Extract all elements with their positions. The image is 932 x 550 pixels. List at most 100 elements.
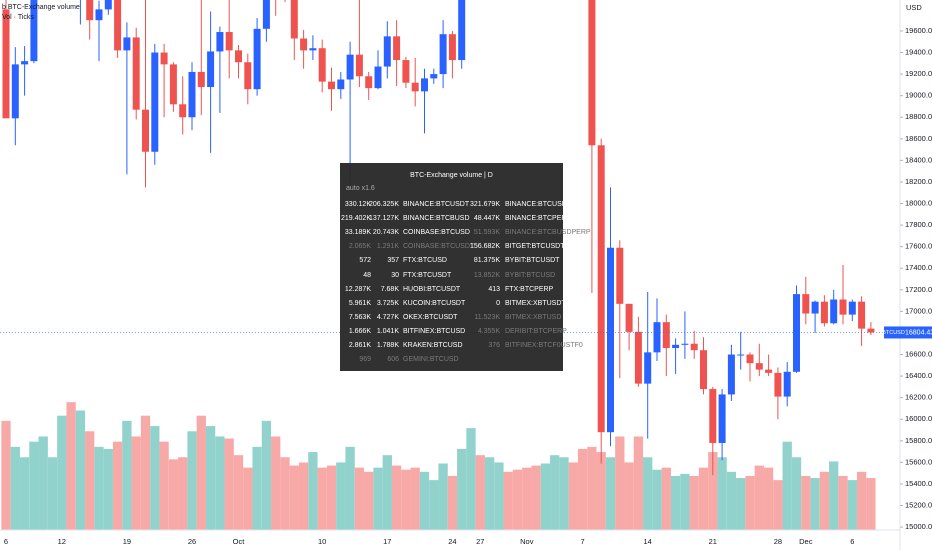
exchange: KUCOIN:BTCUSDT [403, 299, 466, 307]
indicator-title: b BTC-Exchange volume [2, 4, 80, 11]
volume-bar [57, 415, 67, 530]
candle-body [2, 9, 10, 119]
volume-bar [224, 438, 234, 530]
total: 7.563K [348, 313, 371, 321]
volume-bar [373, 467, 383, 530]
amount: 1.041K [376, 327, 399, 335]
candle-body [151, 52, 159, 152]
volume-bar [475, 455, 485, 530]
y-tick-label: 16400.00 [905, 371, 932, 380]
y-tick-label: 15800.00 [905, 436, 932, 445]
volume-bar [326, 465, 337, 530]
y-tick-label: 18800.00 [905, 112, 932, 121]
volume-bar [47, 457, 58, 530]
candle-body [346, 54, 354, 80]
x-tick-label: 12 [58, 537, 66, 546]
amount: 1.788K [376, 342, 399, 349]
candle-body [393, 36, 401, 61]
x-tick-label: 28 [774, 537, 782, 546]
volume-bar [791, 457, 802, 530]
amount: 3.725K [376, 299, 399, 307]
volume-bar [736, 478, 746, 530]
volume-bar [187, 431, 197, 530]
volume-bar [38, 436, 48, 530]
exchange: DERIBIT:BTCPERP [505, 327, 567, 335]
candle-body [374, 66, 382, 89]
total: 2.861K [348, 342, 371, 349]
candle-body [430, 74, 438, 79]
volume-bar [605, 457, 616, 530]
exchange: BYBIT:BTCUSDT [505, 257, 560, 265]
volume-bar [271, 436, 281, 530]
candle-body [337, 79, 345, 90]
volume-bar [29, 441, 39, 530]
volume-bar [745, 475, 755, 530]
candle-body [179, 104, 187, 118]
price-axis [900, 0, 932, 550]
candle-body [225, 32, 233, 51]
y-tick-label: 18200.00 [905, 177, 932, 186]
y-tick-label: 16600.00 [905, 350, 932, 359]
candle-body [858, 301, 866, 329]
volume-bar [391, 465, 402, 530]
volume-bar [233, 455, 244, 530]
amount: 51.593K [473, 229, 500, 237]
volume-bar [364, 471, 374, 530]
volume-bar [168, 459, 179, 530]
exchange: BINANCE:BTCBUSDPERP [505, 229, 591, 237]
volume-bar [419, 471, 430, 530]
volume-bar [94, 446, 104, 530]
exchange: BYBIT:BTCUSD [505, 271, 556, 279]
volume-bar [10, 446, 20, 530]
total: 330.12K [344, 201, 371, 208]
volume-bar [243, 467, 253, 530]
y-tick-label: 17400.00 [905, 263, 932, 272]
candle-body [634, 331, 642, 384]
candle-body [123, 37, 131, 51]
candle-body [867, 328, 875, 333]
amount: 4.355K [477, 327, 500, 335]
candle-body [848, 301, 856, 315]
volume-bar [550, 455, 560, 530]
exchange: BITFINEX:BTCUSD [403, 327, 466, 335]
candle-body [411, 82, 419, 92]
volume-bar [336, 462, 346, 530]
candle-body [188, 71, 196, 118]
volume-bar [773, 480, 783, 530]
volume-bar [689, 475, 699, 530]
candle-body [114, 0, 122, 51]
candle-body [662, 322, 670, 349]
candle-body [690, 343, 698, 351]
candle-body [653, 322, 661, 353]
candle-body [207, 51, 215, 88]
volume-bar [540, 463, 551, 530]
volume-bar [503, 471, 513, 530]
volume-bar [317, 467, 327, 530]
volume-bar [66, 402, 76, 530]
x-tick-label: 24 [448, 537, 456, 546]
candle-body [597, 145, 605, 433]
x-tick-label: 27 [476, 537, 484, 546]
candle-body [318, 48, 326, 82]
amount: 206.325K [369, 201, 399, 208]
volume-bar [457, 448, 467, 530]
candle-body [830, 299, 838, 324]
y-tick-label: 15200.00 [905, 501, 932, 510]
y-unit: USD [906, 3, 922, 12]
x-tick-label: Oct [233, 537, 246, 546]
candle-body [86, 0, 94, 21]
y-tick-label: 17200.00 [905, 285, 932, 294]
volume-bar [801, 475, 811, 530]
x-tick-label: 6 [850, 537, 854, 546]
candle-body [802, 294, 810, 314]
volume-bar [763, 467, 774, 530]
x-tick-label: 10 [318, 537, 326, 546]
total: 48 [363, 271, 371, 279]
exchange: FTX:BTCPERP [505, 285, 554, 293]
volume-bar [85, 431, 95, 530]
price-label-bg [903, 326, 932, 339]
y-tick-label: 15600.00 [905, 457, 932, 466]
y-tick-label: 16000.00 [905, 414, 932, 423]
tooltip-scale: auto x1.6 [346, 185, 375, 192]
